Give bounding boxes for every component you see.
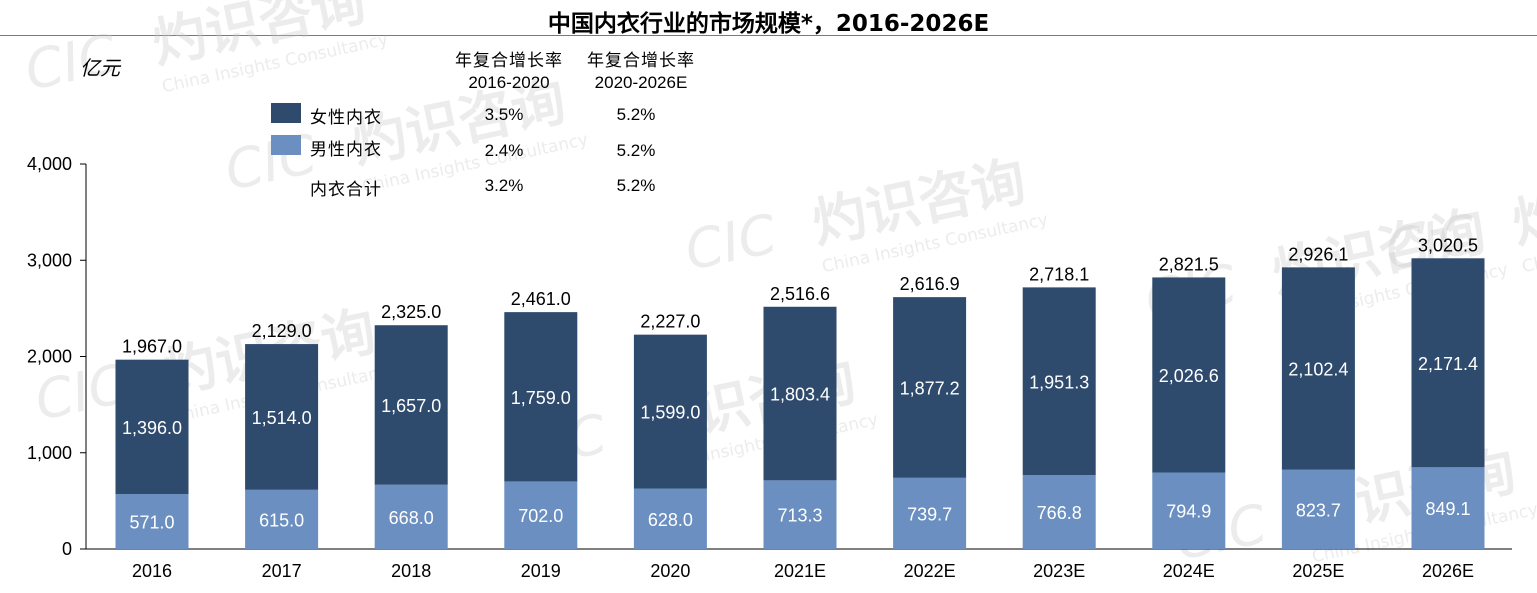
bar-segment-female <box>763 306 837 481</box>
bar-segment-male <box>374 484 448 549</box>
bar-segment-female <box>1281 267 1355 470</box>
data-label-total: 2,227.0 <box>640 312 700 332</box>
bar-segment-male <box>633 488 707 549</box>
x-tick-label: 2025E <box>1292 561 1344 581</box>
bar-segment-female <box>633 334 707 489</box>
x-tick-label: 2023E <box>1033 561 1085 581</box>
legend-label-male: 男性内衣 <box>310 140 382 160</box>
chart-title: 中国内衣行业的市场规模*，2016-2026E <box>547 11 990 37</box>
legend-label-female: 女性内衣 <box>310 108 382 128</box>
cagr-male-2016-2020: 2.4% <box>484 141 524 160</box>
data-label-female: 1,759.0 <box>511 388 571 408</box>
bar-segment-female <box>374 325 448 485</box>
data-label-male: 823.7 <box>1296 500 1341 520</box>
data-label-female: 1,657.0 <box>381 396 441 416</box>
data-label-total: 2,461.0 <box>511 289 571 309</box>
bar-segment-female <box>1411 258 1485 468</box>
data-label-male: 668.0 <box>389 508 434 528</box>
data-label-total: 2,926.1 <box>1288 244 1348 264</box>
cagr-header-2: 年复合增长率 2020-2026E <box>566 50 716 94</box>
data-label-total: 1,967.0 <box>122 337 182 357</box>
data-label-total: 2,821.5 <box>1159 254 1219 274</box>
data-label-male: 794.9 <box>1166 502 1211 522</box>
cagr-header-2-period: 2020-2026E <box>594 73 688 92</box>
bar-segment-male <box>1152 472 1226 549</box>
bar-segment-male <box>504 481 578 549</box>
y-tick-label: 4,000 <box>27 154 72 174</box>
data-label-female: 1,803.4 <box>770 385 830 405</box>
bar-segment-female <box>1152 277 1226 473</box>
x-tick-label: 2019 <box>521 561 561 581</box>
cagr-header-1-label: 年复合增长率 <box>455 51 563 71</box>
title-divider <box>0 35 1537 36</box>
data-label-total: 3,020.5 <box>1418 235 1478 255</box>
bar-segment-male <box>1281 469 1355 549</box>
cagr-header-1-period: 2016-2020 <box>468 73 550 92</box>
cagr-total-2020-2026e: 5.2% <box>616 176 656 195</box>
data-label-female: 2,102.4 <box>1288 360 1348 380</box>
bar-segment-male <box>1022 475 1096 549</box>
x-tick-label: 2022E <box>904 561 956 581</box>
data-label-female: 2,171.4 <box>1418 354 1478 374</box>
data-label-female: 1,396.0 <box>122 418 182 438</box>
cagr-male-2020-2026e: 5.2% <box>616 141 656 160</box>
data-label-male: 702.0 <box>518 506 563 526</box>
x-tick-label: 2016 <box>132 561 172 581</box>
data-label-total: 2,129.0 <box>252 321 312 341</box>
data-label-female: 1,599.0 <box>640 403 700 423</box>
data-label-female: 2,026.6 <box>1159 366 1219 386</box>
data-label-female: 1,951.3 <box>1029 372 1089 392</box>
bar-segment-female <box>245 344 319 490</box>
cagr-female-2016-2020: 3.5% <box>484 105 524 124</box>
data-label-male: 571.0 <box>129 513 174 533</box>
cagr-header-1: 年复合增长率 2016-2020 <box>434 50 584 94</box>
x-tick-label: 2024E <box>1163 561 1215 581</box>
data-label-male: 615.0 <box>259 510 304 530</box>
bar-segment-female <box>115 359 189 495</box>
legend-swatch-female <box>271 103 301 123</box>
x-tick-label: 2018 <box>391 561 431 581</box>
legend-swatch-male <box>271 135 301 155</box>
bar-segment-female <box>1022 287 1096 476</box>
y-tick-label: 0 <box>62 539 72 559</box>
bar-segment-male <box>1411 467 1485 549</box>
data-label-male: 628.0 <box>648 510 693 530</box>
x-tick-label: 2017 <box>262 561 302 581</box>
bar-segment-male <box>245 489 319 549</box>
data-label-total: 2,325.0 <box>381 302 441 322</box>
data-label-male: 849.1 <box>1425 499 1470 519</box>
data-label-female: 1,514.0 <box>252 408 312 428</box>
x-tick-label: 2021E <box>774 561 826 581</box>
bar-segment-male <box>763 480 837 549</box>
data-label-male: 739.7 <box>907 504 952 524</box>
legend-label-total: 内衣合计 <box>310 180 382 200</box>
cagr-total-2016-2020: 3.2% <box>484 176 524 195</box>
bar-segment-male <box>893 477 967 549</box>
y-tick-label: 2,000 <box>27 347 72 367</box>
y-tick-label: 3,000 <box>27 250 72 270</box>
bar-segment-female <box>504 312 578 482</box>
bar-segment-male <box>115 494 189 549</box>
data-label-male: 713.3 <box>777 506 822 526</box>
bar-segment-female <box>893 297 967 478</box>
data-label-total: 2,718.1 <box>1029 264 1089 284</box>
y-axis-unit-label: 亿元 <box>80 56 120 80</box>
cagr-header-2-label: 年复合增长率 <box>587 51 695 71</box>
data-label-total: 2,616.9 <box>900 274 960 294</box>
data-label-female: 1,877.2 <box>900 378 960 398</box>
x-tick-label: 2020 <box>650 561 690 581</box>
data-label-total: 2,516.6 <box>770 284 830 304</box>
cagr-female-2020-2026e: 5.2% <box>616 105 656 124</box>
x-tick-label: 2026E <box>1422 561 1474 581</box>
y-tick-label: 1,000 <box>27 443 72 463</box>
data-label-male: 766.8 <box>1037 503 1082 523</box>
